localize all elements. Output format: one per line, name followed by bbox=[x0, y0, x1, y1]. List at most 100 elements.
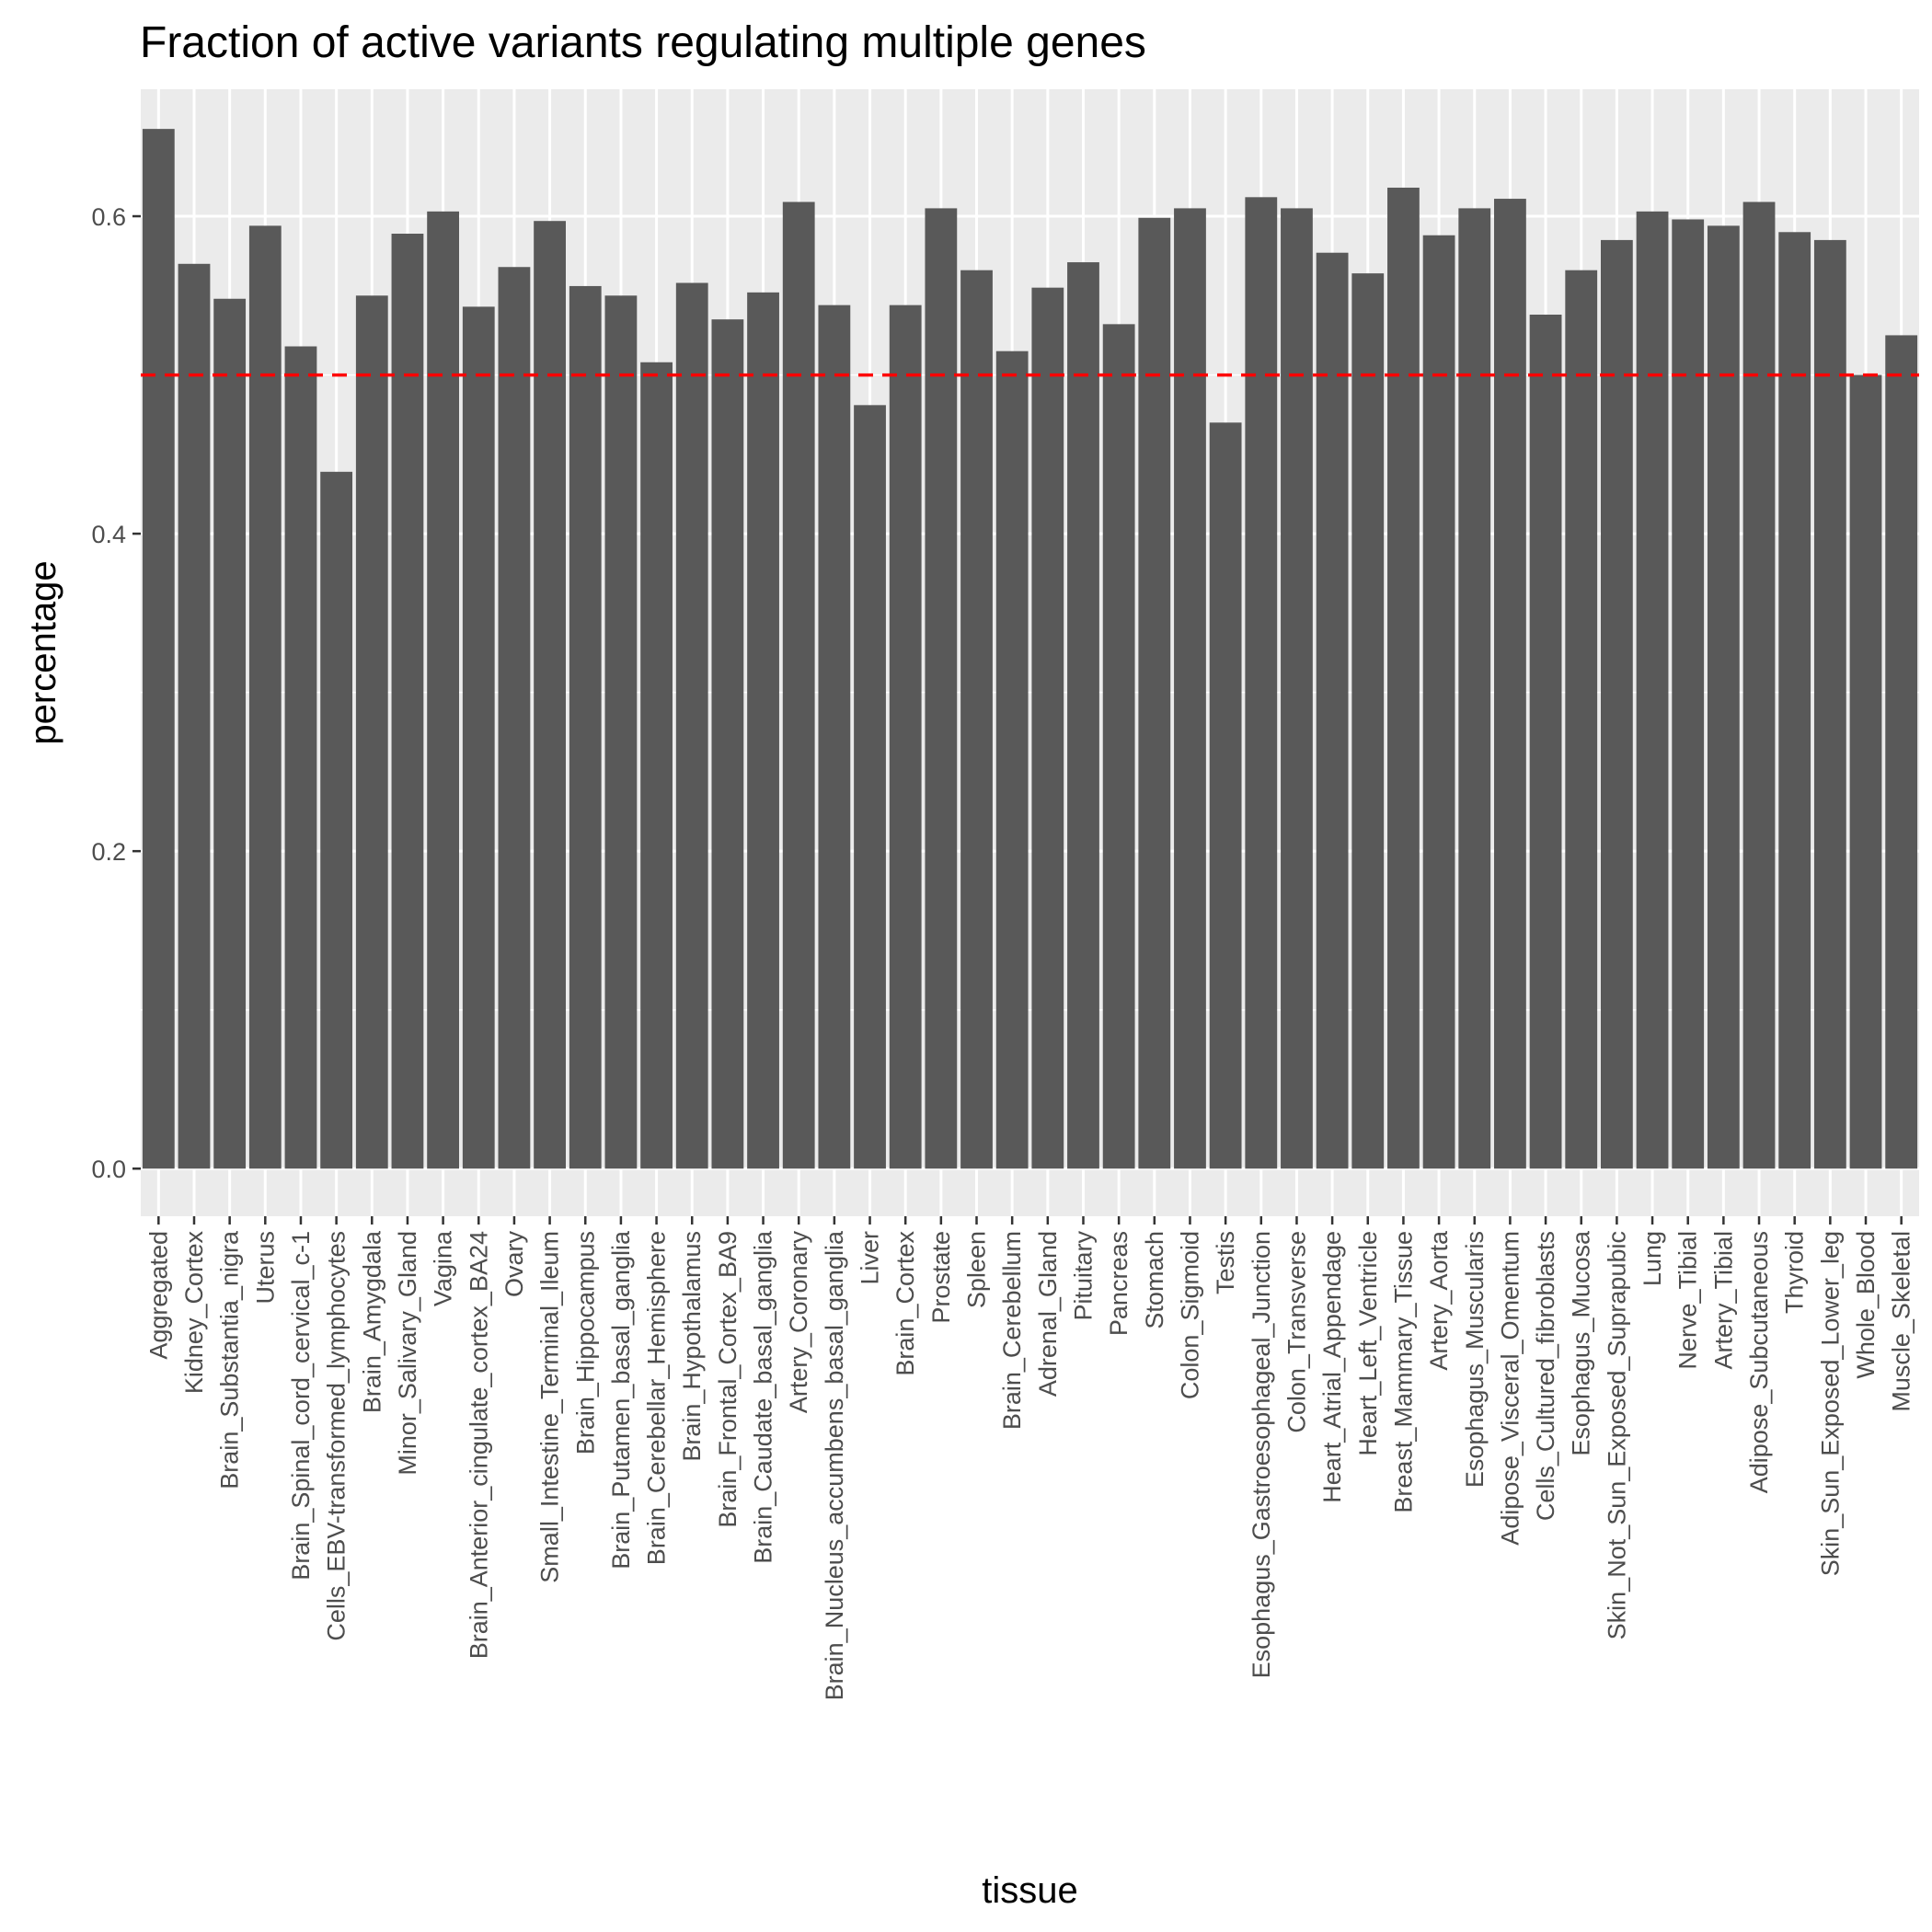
bar bbox=[1209, 422, 1242, 1169]
x-tick-label: Adipose_Subcutaneous bbox=[1745, 1231, 1773, 1493]
x-tick-label: Brain_Caudate_basal_ganglia bbox=[750, 1230, 777, 1564]
x-tick-label: Adipose_Visceral_Omentum bbox=[1496, 1231, 1524, 1546]
bar bbox=[711, 319, 744, 1169]
x-tick-label: Liver bbox=[857, 1231, 884, 1285]
x-tick-label: Prostate bbox=[927, 1231, 955, 1324]
bar bbox=[248, 225, 282, 1169]
bar bbox=[1529, 315, 1562, 1169]
bar bbox=[640, 362, 673, 1169]
bar bbox=[569, 285, 602, 1169]
x-tick-label: Minor_Salivary_Gland bbox=[394, 1231, 421, 1476]
bar bbox=[995, 351, 1029, 1169]
x-tick-label: Brain_Putamen_basal_ganglia bbox=[607, 1230, 635, 1570]
bar bbox=[534, 221, 566, 1169]
bar bbox=[854, 405, 886, 1169]
bar bbox=[1174, 208, 1206, 1169]
y-tick-label: 0.4 bbox=[91, 521, 126, 548]
x-tick-label: Whole_Blood bbox=[1852, 1231, 1880, 1379]
x-axis: Aggregated Kidney_Cortex Brain_Substantia_… bbox=[144, 1216, 1915, 1700]
bar bbox=[1885, 335, 1918, 1169]
bar bbox=[1102, 324, 1135, 1169]
x-axis-title: tissue bbox=[982, 1870, 1078, 1911]
bar bbox=[1600, 239, 1633, 1169]
x-tick-label: Uterus bbox=[251, 1231, 279, 1305]
bar bbox=[782, 201, 815, 1169]
bar bbox=[1672, 219, 1705, 1169]
x-tick-label: Testis bbox=[1212, 1231, 1239, 1294]
bar bbox=[355, 295, 388, 1169]
x-tick-label: Brain_Cerebellum bbox=[998, 1231, 1026, 1430]
bar bbox=[925, 208, 958, 1169]
x-tick-label: Brain_Substantia_nigra bbox=[216, 1230, 244, 1489]
x-tick-label: Nerve_Tibial bbox=[1674, 1231, 1702, 1370]
bar bbox=[960, 270, 993, 1169]
bar bbox=[1281, 208, 1313, 1169]
x-tick-label: Brain_Hippocampus bbox=[571, 1231, 599, 1455]
bar bbox=[1031, 287, 1064, 1169]
x-tick-label: Artery_Aorta bbox=[1425, 1230, 1453, 1371]
bar bbox=[1707, 225, 1740, 1169]
bar bbox=[320, 471, 353, 1169]
x-tick-label: Brain_Spinal_cord_cervical_c-1 bbox=[287, 1231, 315, 1581]
bar bbox=[747, 292, 779, 1169]
x-tick-label: Colon_Transverse bbox=[1282, 1231, 1310, 1433]
bar bbox=[1813, 239, 1846, 1169]
x-tick-label: Brain_Nucleus_accumbens_basal_ganglia bbox=[821, 1230, 848, 1700]
bar bbox=[284, 346, 317, 1169]
bar bbox=[1849, 374, 1882, 1169]
bar bbox=[1351, 273, 1385, 1169]
bar bbox=[427, 211, 460, 1169]
bar bbox=[1245, 197, 1278, 1169]
bar bbox=[1636, 211, 1669, 1169]
x-tick-label: Brain_Cortex bbox=[891, 1231, 919, 1376]
bar bbox=[1422, 235, 1455, 1169]
bar bbox=[889, 305, 922, 1169]
x-tick-label: Vagina bbox=[430, 1230, 457, 1306]
x-tick-label: Spleen bbox=[963, 1231, 991, 1308]
bar bbox=[142, 129, 175, 1169]
y-axis: 0.0 0.2 0.4 0.6 bbox=[91, 203, 141, 1183]
x-tick-label: Muscle_Skeletal bbox=[1888, 1231, 1915, 1412]
x-tick-label: Esophagus_Mucosa bbox=[1568, 1230, 1595, 1456]
bar bbox=[818, 305, 851, 1169]
x-tick-label: Ovary bbox=[500, 1231, 528, 1298]
x-tick-label: Brain_Anterior_cingulate_cortex_BA24 bbox=[465, 1231, 492, 1659]
x-tick-label: Cells_EBV-transformed_lymphocytes bbox=[323, 1231, 351, 1641]
bar bbox=[1494, 199, 1526, 1169]
bar bbox=[1067, 262, 1099, 1169]
x-tick-label: Artery_Coronary bbox=[785, 1231, 812, 1414]
x-tick-label: Brain_Frontal_Cortex_BA9 bbox=[714, 1231, 742, 1528]
x-tick-label: Lung bbox=[1639, 1231, 1666, 1286]
bar bbox=[1458, 208, 1491, 1169]
x-tick-label: Skin_Sun_Exposed_Lower_leg bbox=[1816, 1231, 1844, 1576]
bar bbox=[1742, 201, 1776, 1169]
x-tick-label: Cells_Cultured_fibroblasts bbox=[1532, 1231, 1559, 1521]
bar bbox=[1316, 252, 1349, 1169]
x-tick-label: Heart_Left_Ventricle bbox=[1354, 1231, 1382, 1456]
bar bbox=[178, 263, 211, 1169]
bar bbox=[1778, 232, 1811, 1169]
x-tick-label: Esophagus_Muscularis bbox=[1461, 1231, 1489, 1488]
bar bbox=[213, 298, 247, 1169]
bar bbox=[604, 295, 638, 1169]
bar bbox=[1138, 217, 1171, 1169]
x-tick-label: Pituitary bbox=[1069, 1231, 1097, 1321]
x-tick-label: Brain_Hypothalamus bbox=[678, 1231, 706, 1462]
x-tick-label: Artery_Tibial bbox=[1709, 1231, 1737, 1370]
y-tick-label: 0.6 bbox=[91, 203, 126, 231]
x-tick-label: Adrenal_Gland bbox=[1034, 1231, 1062, 1397]
x-tick-label: Heart_Atrial_Appendage bbox=[1318, 1231, 1346, 1503]
x-tick-label: Breast_Mammary_Tissue bbox=[1389, 1231, 1417, 1513]
x-tick-label: Stomach bbox=[1141, 1231, 1168, 1329]
x-tick-label: Brain_Cerebellar_Hemisphere bbox=[643, 1231, 671, 1565]
x-tick-label: Aggregated bbox=[144, 1231, 172, 1360]
bars-group bbox=[142, 129, 1918, 1169]
y-axis-title: percentage bbox=[23, 560, 63, 744]
x-tick-label: Small_Intestine_Terminal_Ileum bbox=[536, 1231, 564, 1583]
x-tick-label: Brain_Amygdala bbox=[358, 1230, 385, 1413]
x-tick-label: Kidney_Cortex bbox=[180, 1231, 208, 1395]
x-tick-label: Pancreas bbox=[1105, 1231, 1133, 1336]
bar bbox=[462, 306, 495, 1169]
bar bbox=[675, 282, 708, 1169]
